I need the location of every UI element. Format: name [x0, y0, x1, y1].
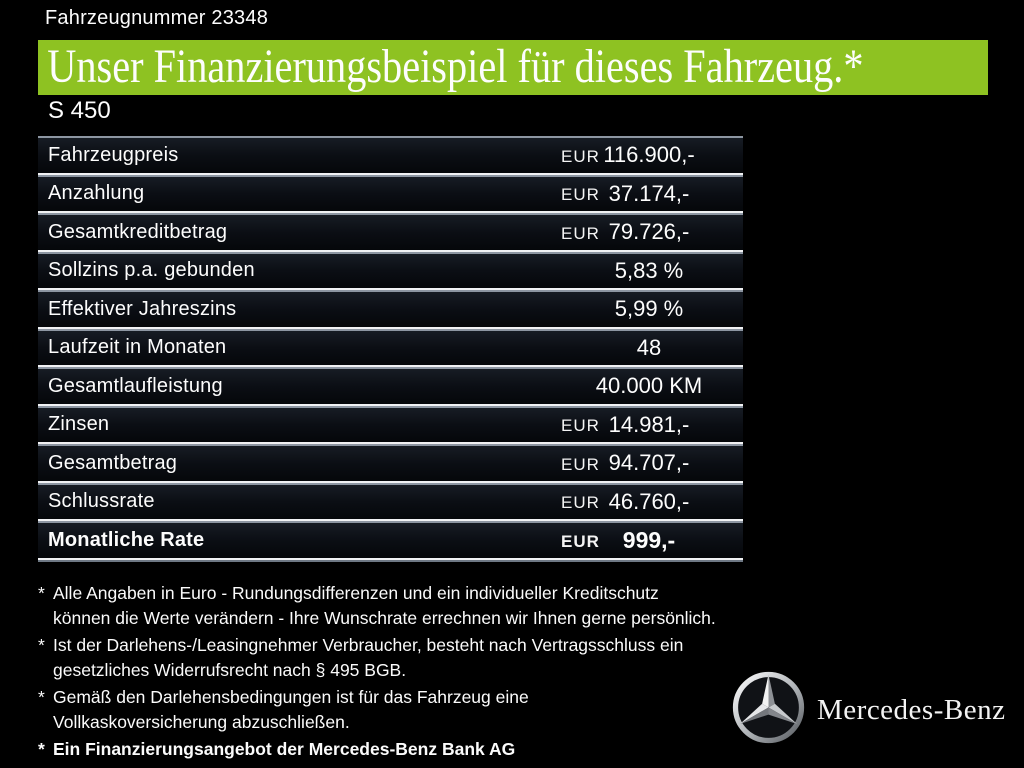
- footnote-text: Gemäß den Darlehensbedingungen ist für d…: [53, 687, 529, 732]
- value-text: 40.000 KM: [595, 373, 703, 398]
- row-label: Monatliche Rate: [48, 528, 205, 551]
- footnotes-block: * Alle Angaben in Euro - Rundungsdiffere…: [38, 581, 733, 765]
- currency-label: EUR: [561, 185, 600, 204]
- value-text: 79.726,-: [608, 219, 690, 244]
- table-row: Gesamtkreditbetrag EUR 79.726,-: [38, 213, 743, 252]
- vehicle-number-label: Fahrzeugnummer 23348: [45, 7, 269, 29]
- asterisk-marker: *: [38, 687, 45, 707]
- value-text: 5,83 %: [614, 257, 684, 283]
- currency-label: EUR: [561, 146, 600, 166]
- asterisk-marker: *: [38, 635, 45, 655]
- row-value: EUR 79.726,-: [555, 215, 743, 250]
- footnote-text: Ist der Darlehens-/Leasingnehmer Verbrau…: [53, 635, 684, 680]
- table-row: Zinsen EUR 14.981,-: [38, 405, 743, 444]
- table-row: Gesamtlaufleistung 40.000 KM: [38, 367, 743, 406]
- table-row: Laufzeit in Monaten 48: [38, 328, 743, 367]
- row-value: EUR 37.174,-: [555, 177, 743, 212]
- currency-label: EUR: [561, 454, 600, 474]
- currency-label: EUR: [561, 416, 600, 435]
- value-text: 46.760,-: [608, 488, 690, 514]
- row-label: Anzahlung: [48, 182, 145, 205]
- mercedes-star-icon: [732, 671, 805, 744]
- row-value: EUR 14.981,-: [555, 408, 743, 443]
- row-label: Effektiver Jahreszins: [48, 297, 237, 320]
- row-label: Gesamtlaufleistung: [48, 374, 223, 397]
- vehicle-model-label: S 450: [48, 97, 111, 124]
- row-value: EUR 94.707,-: [555, 446, 743, 481]
- row-label: Zinsen: [48, 413, 110, 436]
- footnote-item: * Gemäß den Darlehensbedingungen ist für…: [38, 685, 733, 734]
- value-text: 999,-: [622, 527, 676, 553]
- row-value: 5,83 %: [555, 254, 743, 289]
- mercedes-benz-wordmark: Mercedes-Benz: [817, 694, 1006, 726]
- row-value: EUR 116.900,-: [555, 138, 743, 173]
- financing-table: Fahrzeugpreis EUR 116.900,- Anzahlung EU…: [38, 136, 743, 562]
- row-label: Laufzeit in Monaten: [48, 336, 227, 359]
- currency-label: EUR: [561, 531, 600, 551]
- title-banner: Unser Finanzierungsbeispiel für dieses F…: [38, 40, 988, 95]
- footnote-item: * Ist der Darlehens-/Leasingnehmer Verbr…: [38, 633, 733, 682]
- table-row: Effektiver Jahreszins 5,99 %: [38, 290, 743, 329]
- footnote-text: Ein Finanzierungsangebot der Mercedes-Be…: [53, 739, 516, 759]
- row-label: Sollzins p.a. gebunden: [48, 259, 255, 282]
- row-label: Fahrzeugpreis: [48, 143, 179, 166]
- table-row: Gesamtbetrag EUR 94.707,-: [38, 444, 743, 483]
- table-row: Anzahlung EUR 37.174,-: [38, 174, 743, 213]
- asterisk-marker: *: [38, 583, 45, 603]
- asterisk-marker: *: [38, 739, 45, 759]
- footnote-text: Alle Angaben in Euro - Rundungsdifferenz…: [53, 583, 716, 628]
- currency-label: EUR: [561, 223, 600, 243]
- footnote-item: * Ein Finanzierungsangebot der Mercedes-…: [38, 737, 733, 762]
- row-value: 48: [555, 331, 743, 366]
- row-label: Gesamtkreditbetrag: [48, 220, 228, 243]
- table-row: Fahrzeugpreis EUR 116.900,-: [38, 136, 743, 175]
- value-text: 116.900,-: [603, 142, 695, 167]
- row-value: EUR 999,-: [555, 523, 743, 558]
- value-text: 14.981,-: [608, 411, 690, 437]
- value-text: 48: [636, 334, 662, 360]
- row-label: Schlussrate: [48, 490, 155, 513]
- row-value: 40.000 KM: [555, 369, 743, 404]
- value-text: 5,99 %: [614, 296, 684, 321]
- value-text: 94.707,-: [608, 450, 690, 475]
- table-row: Sollzins p.a. gebunden 5,83 %: [38, 251, 743, 290]
- row-label: Gesamtbetrag: [48, 451, 178, 474]
- table-row: Monatliche Rate EUR 999,-: [38, 521, 743, 560]
- table-row: Schlussrate EUR 46.760,-: [38, 482, 743, 521]
- row-value: EUR 46.760,-: [555, 485, 743, 520]
- page-title: Unser Finanzierungsbeispiel für dieses F…: [47, 40, 864, 93]
- footnote-item: * Alle Angaben in Euro - Rundungsdiffere…: [38, 581, 733, 630]
- row-value: 5,99 %: [555, 292, 743, 327]
- currency-label: EUR: [561, 493, 600, 512]
- value-text: 37.174,-: [608, 180, 690, 206]
